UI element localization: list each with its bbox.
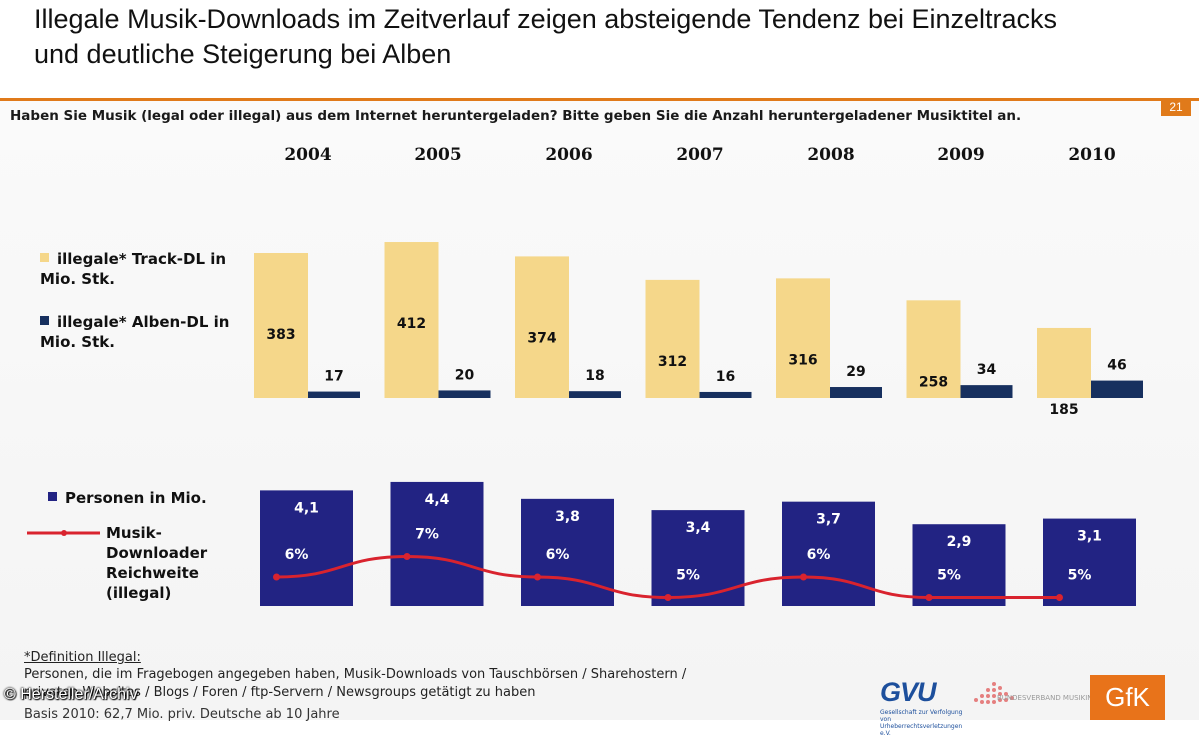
reach-value-label: 5% — [676, 568, 700, 584]
track-dl-value-label: 312 — [658, 354, 687, 370]
persons-bar — [912, 524, 1006, 606]
persons-value-label: 2,9 — [947, 534, 972, 550]
persons-bar — [260, 490, 353, 606]
track-dl-bar — [515, 256, 569, 398]
bvmi-logo-text: BUNDESVERBAND MUSIKINDUSTRIE — [997, 694, 1124, 702]
reach-value-label: 6% — [285, 547, 309, 563]
year-label: 2009 — [937, 145, 985, 165]
album-dl-value-label: 16 — [716, 369, 735, 385]
track-dl-value-label: 374 — [527, 330, 556, 346]
album-dl-value-label: 34 — [977, 362, 997, 378]
year-label: 2008 — [807, 145, 855, 165]
legend-tracks: illegale* Track-DL in Mio. Stk. — [40, 249, 255, 289]
title-divider — [0, 98, 1199, 101]
legend-swatch-albums — [40, 316, 49, 325]
legend-persons-label: Personen in Mio. — [65, 489, 207, 507]
track-dl-value-label: 258 — [919, 374, 948, 390]
album-dl-bar — [1091, 380, 1143, 398]
track-dl-value-label: 412 — [397, 316, 426, 332]
persons-bar — [1043, 518, 1136, 606]
persons-bar — [782, 501, 875, 606]
reach-point — [534, 573, 541, 581]
album-dl-bar — [830, 387, 882, 398]
persons-value-label: 4,1 — [294, 500, 319, 516]
album-dl-value-label: 17 — [324, 369, 343, 385]
legend-persons: Personen in Mio. — [48, 488, 248, 508]
track-dl-bar — [776, 278, 830, 398]
year-label: 2010 — [1068, 145, 1116, 165]
basis-note: Basis 2010: 62,7 Mio. priv. Deutsche ab … — [24, 707, 340, 722]
year-label: 2005 — [414, 145, 462, 165]
track-dl-value-label: 316 — [788, 352, 817, 368]
year-label: 2004 — [284, 145, 332, 165]
album-dl-bar — [438, 390, 491, 398]
legend-reach-label: Musik-Downloader Reichweite (illegal) — [106, 524, 208, 602]
reach-value-label: 6% — [807, 547, 831, 563]
reach-point — [273, 573, 280, 581]
definition-line-1: Personen, die im Fragebogen angegeben ha… — [24, 667, 687, 682]
gvu-logo: GVU — [880, 677, 937, 707]
year-label: 2007 — [676, 145, 724, 165]
chart-area: 383 17 412 20 374 18 312 16 316 29 258 34 185 46 4,1 4,… — [254, 242, 1143, 606]
persons-value-label: 3,8 — [555, 509, 580, 525]
reach-value-label: 7% — [415, 527, 439, 543]
reach-point — [800, 573, 807, 581]
album-dl-bar — [699, 391, 752, 398]
definition-heading: *Definition Illegal: — [24, 650, 141, 665]
reach-value-label: 5% — [1068, 568, 1092, 584]
reach-value-label: 6% — [546, 547, 570, 563]
bvmi-logo-icon — [974, 682, 1014, 704]
persons-value-label: 3,4 — [686, 520, 711, 536]
album-dl-value-label: 29 — [846, 364, 865, 380]
legend-line-icon — [27, 530, 100, 536]
track-dl-bar — [906, 300, 961, 398]
album-dl-value-label: 18 — [585, 368, 604, 384]
reach-point — [1056, 594, 1063, 601]
persons-bar — [521, 498, 614, 606]
gvu-logo-subtitle: Gesellschaft zur Verfolgung von Urheberr… — [880, 709, 963, 737]
survey-question: Haben Sie Musik (legal oder illegal) aus… — [10, 108, 1022, 124]
track-dl-bar — [645, 279, 700, 398]
reach-point — [925, 594, 933, 601]
track-dl-value-label: 185 — [1049, 402, 1078, 418]
legend-swatch-persons — [48, 492, 57, 501]
slide-title: Illegale Musik-Downloads im Zeitverlauf … — [34, 4, 1058, 69]
page-number: 21 — [1161, 98, 1191, 116]
legend-swatch-tracks — [40, 253, 49, 262]
track-dl-value-label: 383 — [266, 327, 295, 343]
definition-line-2: privaten Websites / Blogs / Foren / ftp-… — [24, 685, 536, 700]
album-dl-bar — [960, 385, 1013, 398]
gfk-logo: GfK — [1090, 675, 1165, 720]
album-dl-bar — [308, 391, 360, 398]
reach-value-label: 5% — [937, 568, 961, 584]
legend-tracks-label: illegale* Track-DL in Mio. Stk. — [40, 250, 227, 288]
legend-albums: illegale* Alben-DL in Mio. Stk. — [40, 312, 255, 352]
track-dl-bar — [254, 252, 308, 398]
reach-point — [403, 553, 411, 560]
album-dl-value-label: 46 — [1107, 358, 1126, 374]
persons-value-label: 4,4 — [425, 492, 450, 508]
track-dl-bar — [1037, 327, 1091, 398]
track-dl-bar — [384, 242, 439, 398]
image-credit: © Hersteller/Archiv — [4, 686, 138, 703]
persons-value-label: 3,7 — [816, 512, 841, 528]
reach-point — [664, 594, 672, 601]
legend-albums-label: illegale* Alben-DL in Mio. Stk. — [40, 313, 230, 351]
persons-bar — [390, 481, 484, 606]
album-dl-value-label: 20 — [455, 367, 475, 383]
persons-value-label: 3,1 — [1077, 529, 1102, 545]
album-dl-bar — [569, 391, 621, 398]
year-label: 2006 — [545, 145, 593, 165]
chart-panel — [0, 101, 1199, 720]
